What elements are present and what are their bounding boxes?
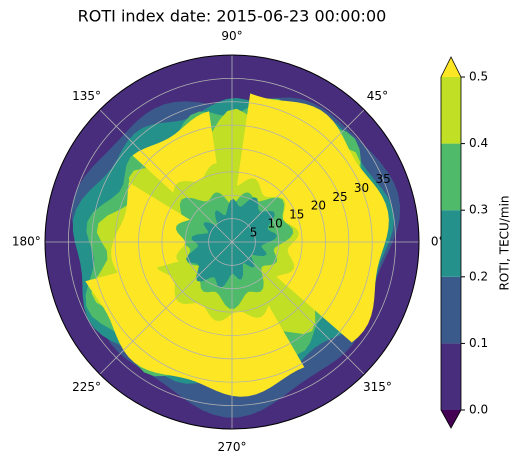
colorbar-band <box>441 210 461 277</box>
theta-tick-label: 180° <box>12 235 41 249</box>
colorbar-over <box>441 57 461 77</box>
theta-tick-label: 90° <box>221 29 242 43</box>
r-tick-label: 25 <box>332 190 347 204</box>
contour-region <box>85 262 305 397</box>
chart-title: ROTI index date: 2015-06-23 00:00:00 <box>78 7 387 26</box>
contour-region <box>132 111 217 193</box>
r-tick-label: 10 <box>268 217 283 231</box>
colorbar-tick-label: 0.2 <box>469 269 488 283</box>
theta-tick-label: 135° <box>72 89 101 103</box>
colorbar-label: ROTI, TECU/min <box>498 195 512 290</box>
grid-spoke <box>99 241 233 375</box>
colorbar-band <box>441 143 461 211</box>
colorbar-tick-label: 0.1 <box>469 336 488 350</box>
polar-frame <box>44 54 420 430</box>
theta-tick-label: 225° <box>72 380 101 394</box>
r-tick-label: 15 <box>289 208 304 222</box>
r-tick-label: 5 <box>250 226 258 240</box>
theta-tick-label: 315° <box>363 380 392 394</box>
colorbar-under <box>441 410 461 428</box>
theta-tick-label: 45° <box>367 89 388 103</box>
colorbar-tick-label: 0.4 <box>469 136 488 150</box>
contour-region <box>236 93 389 343</box>
colorbar-tick-label: 0.5 <box>469 70 488 84</box>
contour-region <box>111 182 190 278</box>
r-tick-label: 20 <box>311 199 326 213</box>
colorbar-band <box>441 343 461 410</box>
colorbar-tick-label: 0.3 <box>469 203 488 217</box>
r-tick-label: 35 <box>376 172 391 186</box>
grid-spoke <box>231 241 365 375</box>
theta-tick-label: 270° <box>218 440 247 454</box>
colorbar-band <box>441 77 461 144</box>
polar-grid: 51015202530350°45°90°135°180°225°270°315… <box>12 29 445 454</box>
colorbar-tick-label: 0.0 <box>469 403 488 417</box>
grid-spoke <box>99 109 233 243</box>
grid-spoke <box>231 109 365 243</box>
colorbar: 0.0 0.1 0.2 0.3 0.4 0.5 <box>440 56 488 429</box>
colorbar-band <box>441 276 461 344</box>
r-tick-label: 30 <box>354 181 369 195</box>
